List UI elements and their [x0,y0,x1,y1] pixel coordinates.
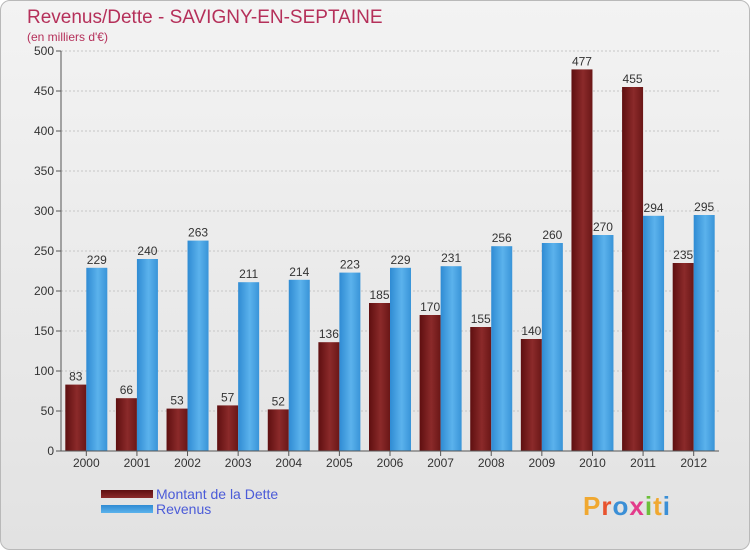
data-label: 256 [492,231,512,245]
data-label: 211 [239,267,258,281]
bar-revenus [440,266,462,451]
bar-revenus [693,215,715,451]
bar-revenus [238,282,260,451]
logo-letter: i [662,491,671,521]
bar-dette [419,315,441,451]
x-tick-label: 2003 [225,456,252,470]
data-label: 140 [521,324,541,338]
x-tick-label: 2007 [427,456,454,470]
y-tick-label: 200 [34,284,54,298]
y-tick-label: 50 [41,404,55,418]
data-label: 240 [137,244,157,258]
bar-revenus [390,267,411,451]
data-label: 263 [188,226,208,240]
data-label: 270 [593,220,613,234]
x-tick-label: 2002 [174,456,201,470]
chart-subtitle: (en milliers d'€) [27,30,108,44]
data-label: 170 [420,300,440,314]
legend-swatch-debt [101,490,153,498]
data-label: 231 [441,251,461,265]
y-tick-label: 250 [34,244,54,258]
y-tick-label: 500 [34,44,54,58]
logo-letter: o [612,491,630,521]
x-tick-label: 2009 [528,456,555,470]
data-label: 155 [471,312,491,326]
data-label: 235 [673,248,693,262]
chart-title: Revenus/Dette - SAVIGNY-EN-SEPTAINE [27,7,383,28]
bar-revenus [491,246,513,451]
logo-letter: P [583,491,602,521]
legend-swatch-revenus [101,505,153,513]
x-tick-label: 2005 [326,456,353,470]
proxiti-logo: Proxiti [583,491,671,522]
data-label: 295 [694,200,714,214]
bar-dette [115,398,137,451]
data-label: 66 [120,383,134,397]
bar-revenus [643,215,665,451]
x-tick-label: 2012 [680,456,707,470]
y-tick-label: 450 [34,84,54,98]
data-label: 214 [289,265,309,279]
x-tick-label: 2004 [275,456,302,470]
data-label: 260 [542,228,562,242]
data-label: 294 [644,201,664,215]
data-label: 223 [340,258,360,272]
bar-revenus [592,235,614,451]
data-label: 83 [69,370,83,384]
y-tick-label: 350 [34,164,54,178]
bar-revenus [339,272,361,451]
bar-dette [267,409,289,451]
y-tick-label: 300 [34,204,54,218]
bar-dette [65,384,87,451]
logo-letter: i [644,491,654,521]
x-tick-label: 2010 [579,456,606,470]
data-label: 477 [572,54,592,68]
bar-revenus [187,240,209,451]
data-label: 455 [623,72,643,86]
data-label: 136 [319,327,339,341]
data-label: 52 [272,394,286,408]
logo-letter: x [629,491,645,521]
bar-dette [166,408,188,451]
data-label: 53 [170,394,184,408]
data-label: 229 [87,253,107,267]
x-tick-label: 2006 [377,456,404,470]
y-tick-label: 100 [34,364,54,378]
bar-revenus [541,243,563,451]
bar-dette [520,339,542,451]
x-tick-label: 2011 [630,456,656,470]
data-label: 57 [221,390,235,404]
bar-dette [672,263,694,451]
bar-dette [318,342,340,451]
bar-dette [622,87,644,451]
logo-letter: r [601,491,613,521]
x-tick-label: 2000 [73,456,100,470]
legend-label-revenus: Revenus [156,501,212,517]
bar-dette [369,303,390,451]
legend-label-debt: Montant de la Dette [156,486,279,502]
bar-dette [470,327,492,451]
x-tick-label: 2001 [124,456,151,470]
x-tick-label: 2008 [478,456,505,470]
data-label: 185 [369,288,389,302]
y-tick-label: 0 [47,444,54,458]
bar-revenus [288,279,310,451]
y-tick-label: 150 [34,324,54,338]
bar-revenus [86,267,108,451]
y-tick-label: 400 [34,124,54,138]
bar-dette [571,69,593,452]
bar-dette [217,405,239,451]
bar-revenus [136,259,158,451]
logo-letter: t [653,491,663,521]
data-label: 229 [390,253,410,267]
